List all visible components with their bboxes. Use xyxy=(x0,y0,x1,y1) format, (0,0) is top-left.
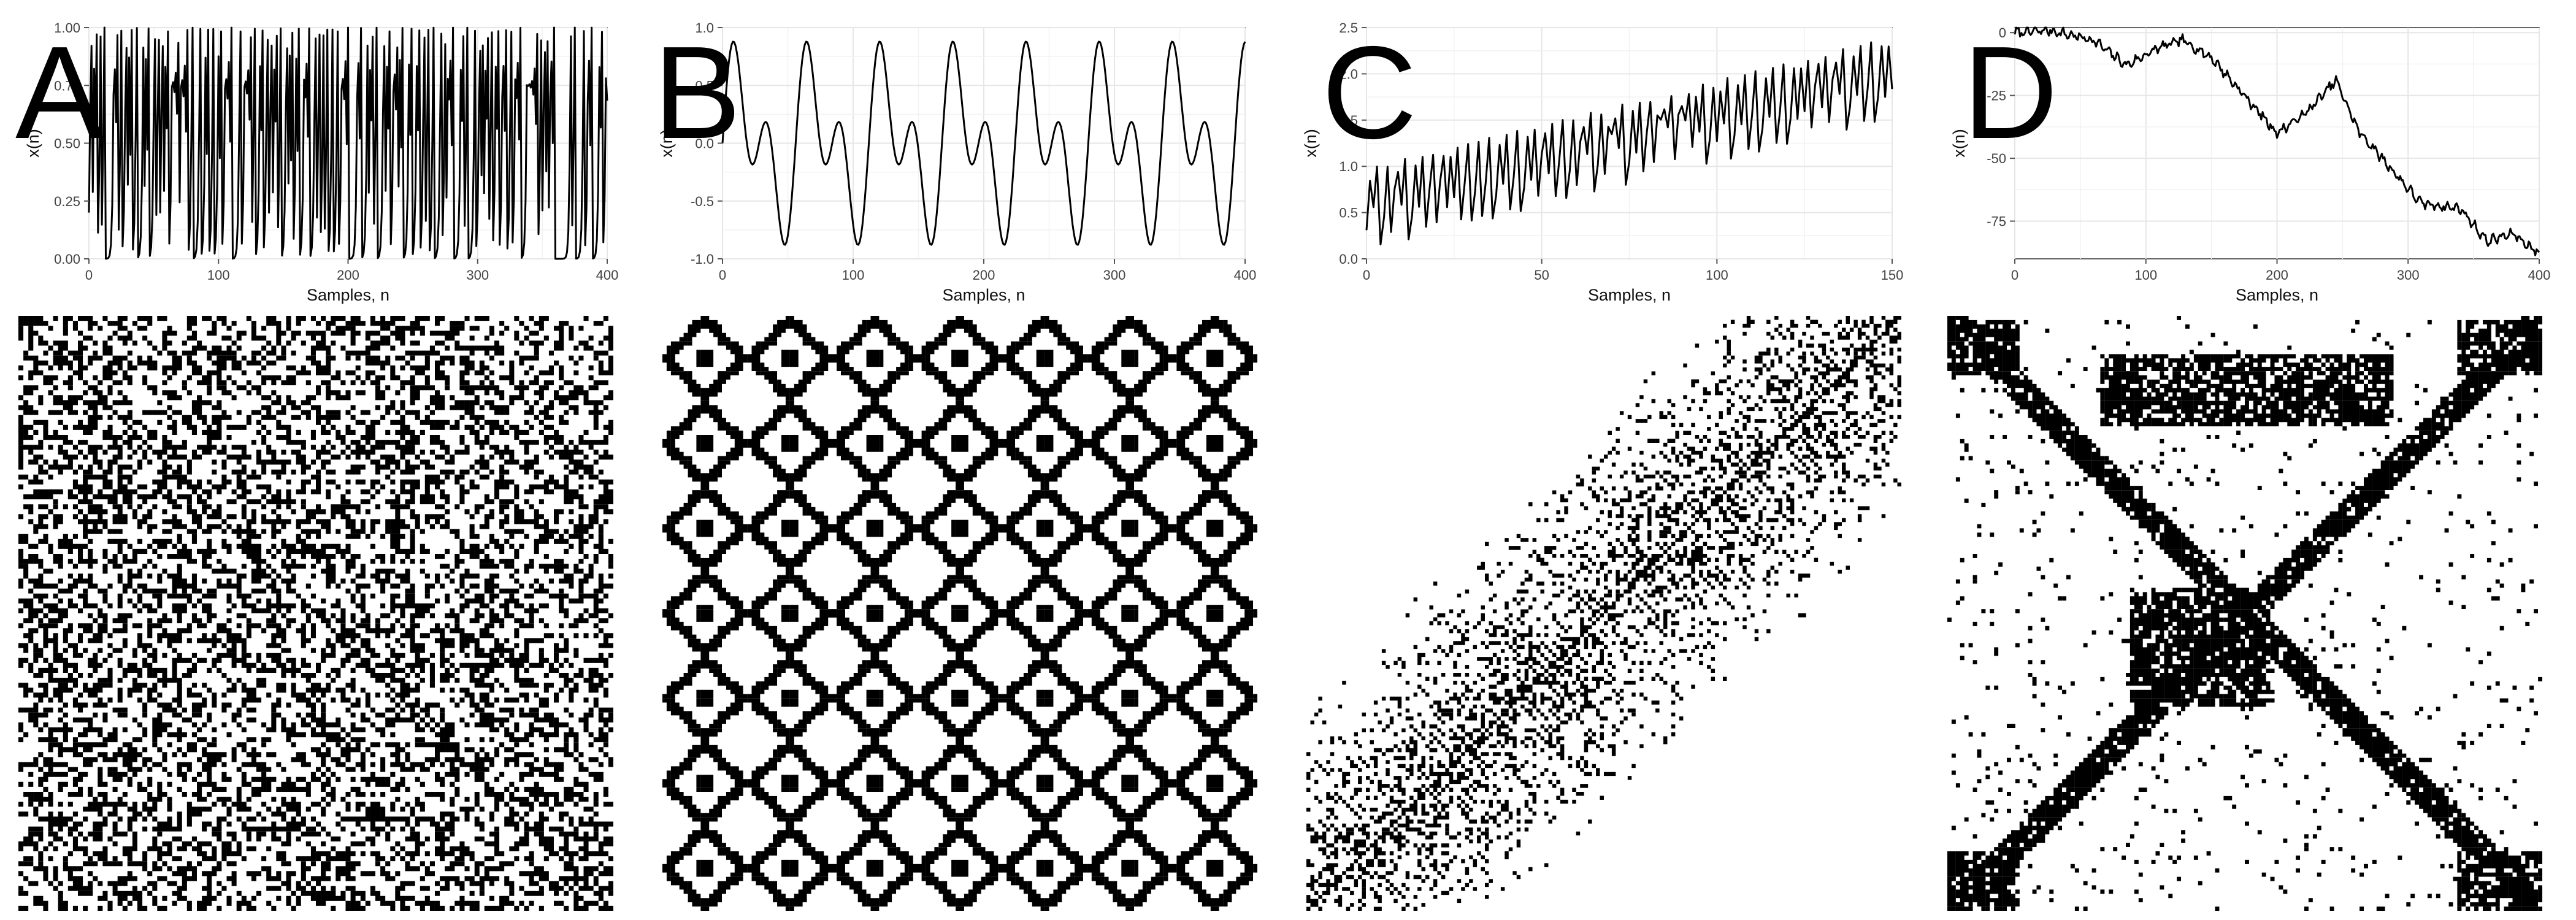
y-tick-label: -75 xyxy=(1987,214,2006,229)
x-tick-label: 100 xyxy=(842,267,865,283)
x-axis-label: Samples, n xyxy=(2236,286,2318,304)
x-tick-label: 150 xyxy=(1881,267,1904,283)
y-tick-label: 0.0 xyxy=(695,136,714,151)
x-tick-label: 100 xyxy=(207,267,230,283)
recurrence-points xyxy=(1947,316,2543,911)
series-line xyxy=(2014,26,2540,256)
recurrence-plot xyxy=(1306,316,1901,911)
y-tick-label: 0.5 xyxy=(695,78,714,93)
y-tick-label: -25 xyxy=(1987,88,2006,104)
y-axis-label: x(n) xyxy=(1301,129,1320,158)
y-tick-label: 0.25 xyxy=(54,194,80,209)
panel-letter: D xyxy=(1963,18,2058,166)
y-tick-label: 2.0 xyxy=(1339,66,1358,82)
x-tick-label: 50 xyxy=(1534,267,1549,283)
series-line xyxy=(88,26,608,260)
x-tick-label: 100 xyxy=(2134,267,2157,283)
x-tick-label: 0 xyxy=(2011,267,2018,283)
panel-c: 0 50 100 150 0.0 0.5 1.0 1.5 2.0 2.5 Samples, n x(n… xyxy=(1301,18,1903,911)
panel-a: 0 100 200 300 400 0.00 0.25 0.50 0.75 1.00 Samples… xyxy=(15,18,618,911)
y-tick-label: 0 xyxy=(1999,25,2006,40)
recurrence-plot xyxy=(18,316,613,911)
x-tick-label: 200 xyxy=(973,267,995,283)
series-line xyxy=(721,40,1246,246)
y-axis-label: x(n) xyxy=(24,129,42,158)
series-line xyxy=(1365,41,1893,246)
panel-letter: C xyxy=(1322,18,1417,166)
recurrence-points xyxy=(1306,316,1901,911)
x-tick-label: 300 xyxy=(466,267,489,283)
y-tick-label: 1.0 xyxy=(695,20,714,36)
y-tick-label: 0.5 xyxy=(1339,205,1358,221)
y-tick-label: 2.5 xyxy=(1339,20,1358,36)
y-axis-label: x(n) xyxy=(657,129,676,158)
x-axis-label: Samples, n xyxy=(1588,286,1671,304)
x-tick-label: 0 xyxy=(1363,267,1370,283)
y-tick-label: 0.75 xyxy=(54,78,80,93)
panel-letter: B xyxy=(653,18,741,166)
x-tick-label: 200 xyxy=(2266,267,2288,283)
recurrence-points xyxy=(662,316,1258,911)
x-axis-label: Samples, n xyxy=(307,286,389,304)
x-tick-label: 300 xyxy=(1103,267,1126,283)
y-tick-label: 0.0 xyxy=(1339,251,1358,267)
y-tick-label: 0.00 xyxy=(54,251,80,267)
y-tick-label: 0.50 xyxy=(54,136,80,151)
y-tick-label: 1.5 xyxy=(1339,113,1358,128)
y-axis-label: x(n) xyxy=(1950,129,1968,158)
panel-letter: A xyxy=(15,18,103,166)
x-tick-label: 200 xyxy=(337,267,359,283)
panel-d: 0 100 200 300 400 0 -25 -50 -75 Samples, n x(n)D xyxy=(1947,18,2550,911)
y-tick-label: 1.00 xyxy=(54,20,80,36)
y-tick-label: -50 xyxy=(1987,151,2006,166)
x-tick-label: 100 xyxy=(1706,267,1728,283)
x-tick-label: 0 xyxy=(85,267,93,283)
x-tick-label: 400 xyxy=(596,267,619,283)
x-tick-label: 300 xyxy=(2397,267,2420,283)
x-tick-label: 400 xyxy=(2528,267,2551,283)
x-tick-label: 0 xyxy=(719,267,726,283)
x-axis-label: Samples, n xyxy=(942,286,1025,304)
panel-b: 0 100 200 300 400 -1.0 -0.5 0.0 0.5 1.0 Samples, n… xyxy=(653,18,1258,911)
y-tick-label: 1.0 xyxy=(1339,159,1358,174)
recurrence-plot xyxy=(1947,316,2543,911)
y-tick-label: -1.0 xyxy=(691,251,714,267)
x-tick-label: 400 xyxy=(1234,267,1257,283)
y-tick-label: -0.5 xyxy=(691,194,714,209)
recurrence-plot xyxy=(662,316,1258,911)
